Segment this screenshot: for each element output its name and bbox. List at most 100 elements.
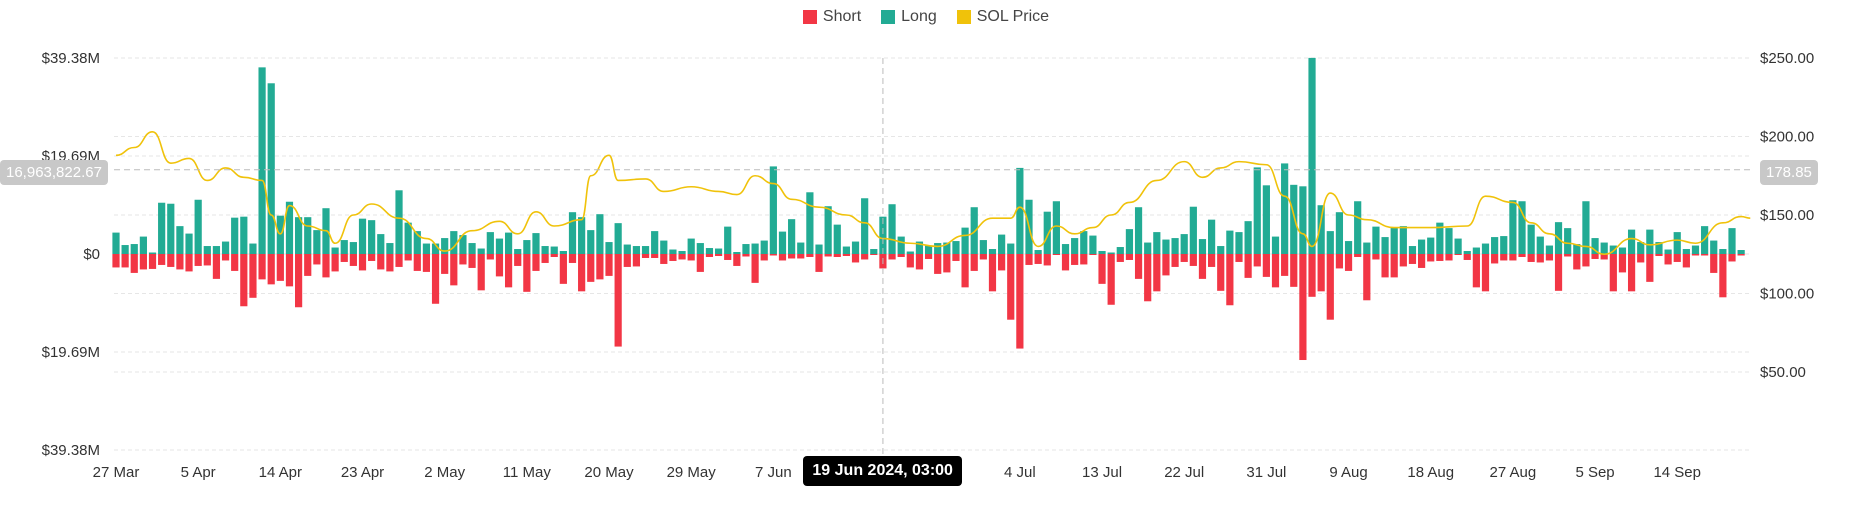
sol-price-line (115, 130, 1751, 256)
long-bar (404, 222, 412, 254)
x-tick-label: 9 Aug (1329, 464, 1367, 481)
long-bar (1235, 232, 1243, 254)
x-tick-label: 5 Sep (1575, 464, 1614, 481)
short-bar (194, 254, 202, 266)
long-bar (1719, 249, 1727, 254)
short-bar (185, 254, 193, 272)
long-bar (340, 240, 348, 254)
long-bar (477, 248, 485, 254)
long-bar (185, 233, 193, 254)
short-bar (1034, 254, 1042, 264)
long-bar (1180, 234, 1188, 254)
short-bar (1162, 254, 1170, 276)
short-bar (842, 254, 850, 256)
short-bar (1554, 254, 1563, 291)
short-bar (1299, 254, 1307, 361)
long-bar (724, 226, 732, 254)
long-bar (1390, 227, 1398, 254)
long-bar (1034, 250, 1042, 254)
short-bar (1153, 254, 1161, 292)
x-tick-label: 14 Apr (259, 464, 302, 481)
short-bar (486, 254, 494, 260)
short-bar (1682, 254, 1690, 268)
long-bar (833, 224, 841, 254)
short-bar (240, 254, 248, 307)
long-bar (998, 234, 1006, 254)
long-bar (1344, 241, 1353, 254)
short-bar (121, 254, 129, 268)
long-bar (888, 204, 896, 254)
legend-long-label: Long (901, 8, 937, 25)
left-tick-label: $39.38M (42, 50, 100, 67)
short-bar (1673, 254, 1681, 262)
x-tick-label: 4 Jul (1004, 464, 1036, 481)
legend-long[interactable]: Long (881, 8, 937, 26)
long-bar (495, 238, 504, 254)
short-bar (368, 254, 376, 261)
long-bar (797, 242, 805, 254)
short-bar (1655, 254, 1663, 256)
short-bar (742, 254, 750, 257)
short-bar (221, 254, 230, 261)
short-bar (705, 254, 714, 257)
crosshair-right-value: 178.85 (1760, 160, 1818, 185)
short-bar (1134, 254, 1143, 279)
short-bar (1646, 254, 1654, 282)
short-bar (130, 254, 138, 273)
short-bar (158, 254, 166, 265)
short-bar (1664, 254, 1672, 265)
short-bar (559, 254, 567, 284)
long-bar (450, 231, 458, 254)
short-bar (1025, 254, 1033, 265)
long-bar (295, 217, 303, 254)
long-bar (1107, 252, 1115, 254)
short-bar (1180, 254, 1188, 262)
long-bar (760, 240, 768, 254)
long-bar (1408, 246, 1417, 254)
long-bar (1463, 251, 1471, 254)
short-bar (733, 254, 741, 266)
short-bar (696, 254, 704, 272)
long-bar (1043, 211, 1051, 254)
short-bar (1198, 254, 1207, 279)
short-bar (495, 254, 504, 277)
long-bar (861, 198, 869, 254)
short-bar (1728, 254, 1736, 262)
long-bar (1609, 245, 1617, 254)
short-bar (249, 254, 257, 298)
x-tick-label: 11 May (503, 464, 552, 481)
short-bar (651, 254, 659, 258)
left-tick-label: $0 (83, 246, 100, 263)
long-bar (769, 166, 777, 254)
legend-short[interactable]: Short (802, 8, 861, 26)
short-bar (1390, 254, 1398, 278)
long-bar (1527, 224, 1535, 254)
right-tick-label: $200.00 (1760, 129, 1814, 146)
short-bar (331, 254, 339, 272)
long-bar (778, 231, 787, 254)
short-bar (1472, 254, 1480, 288)
legend-sol-price[interactable]: SOL Price (956, 8, 1049, 26)
long-bar (1509, 200, 1517, 254)
long-bar (824, 206, 832, 254)
short-bar (477, 254, 485, 291)
short-bar (724, 254, 732, 260)
long-bar (468, 243, 476, 254)
short-bar (915, 254, 924, 270)
short-bar (952, 254, 960, 261)
short-bar (395, 254, 403, 267)
long-bar (176, 226, 184, 254)
x-tick-label: 23 Apr (341, 464, 384, 481)
long-bar (687, 238, 695, 254)
short-bar (267, 254, 275, 285)
short-bar (231, 254, 239, 271)
long-bar (358, 218, 367, 254)
long-bar (1226, 230, 1234, 254)
long-bar (1153, 232, 1161, 254)
long-bar (1007, 243, 1015, 254)
long-bar (1673, 232, 1681, 254)
left-tick-label: $39.38M (42, 442, 100, 459)
short-bar (970, 254, 978, 271)
long-bar (1436, 222, 1444, 254)
